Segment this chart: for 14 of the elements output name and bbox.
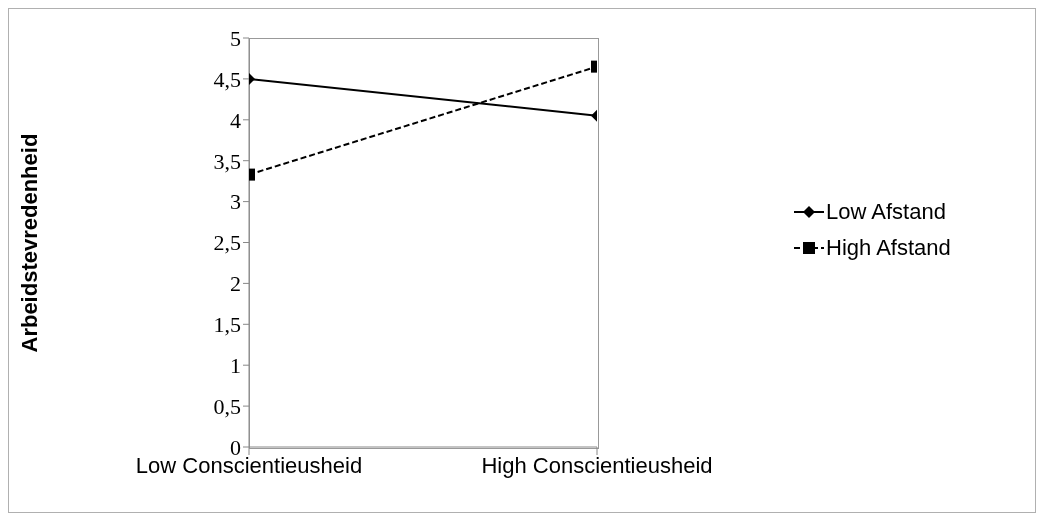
x-tick-label: High Conscientieusheid [481,452,713,478]
y-tick-label: 2,5 [213,230,241,256]
y-axis-title: Arbeidstevredenheid [16,133,42,353]
y-tick-label: 1,5 [213,312,241,338]
y-tick-label: 4 [230,107,241,133]
legend-label: Low Afstand [826,198,946,225]
y-tick-label: 0,5 [213,393,241,419]
y-tick-label: 5 [230,25,241,51]
y-tick-label: 2 [230,271,241,297]
y-tick-label: 4,5 [213,66,241,92]
legend-label: High Afstand [826,234,951,261]
y-tick-label: 3,5 [213,148,241,174]
y-tick-label: 1 [230,353,241,379]
y-tick-label: 3 [230,189,241,215]
